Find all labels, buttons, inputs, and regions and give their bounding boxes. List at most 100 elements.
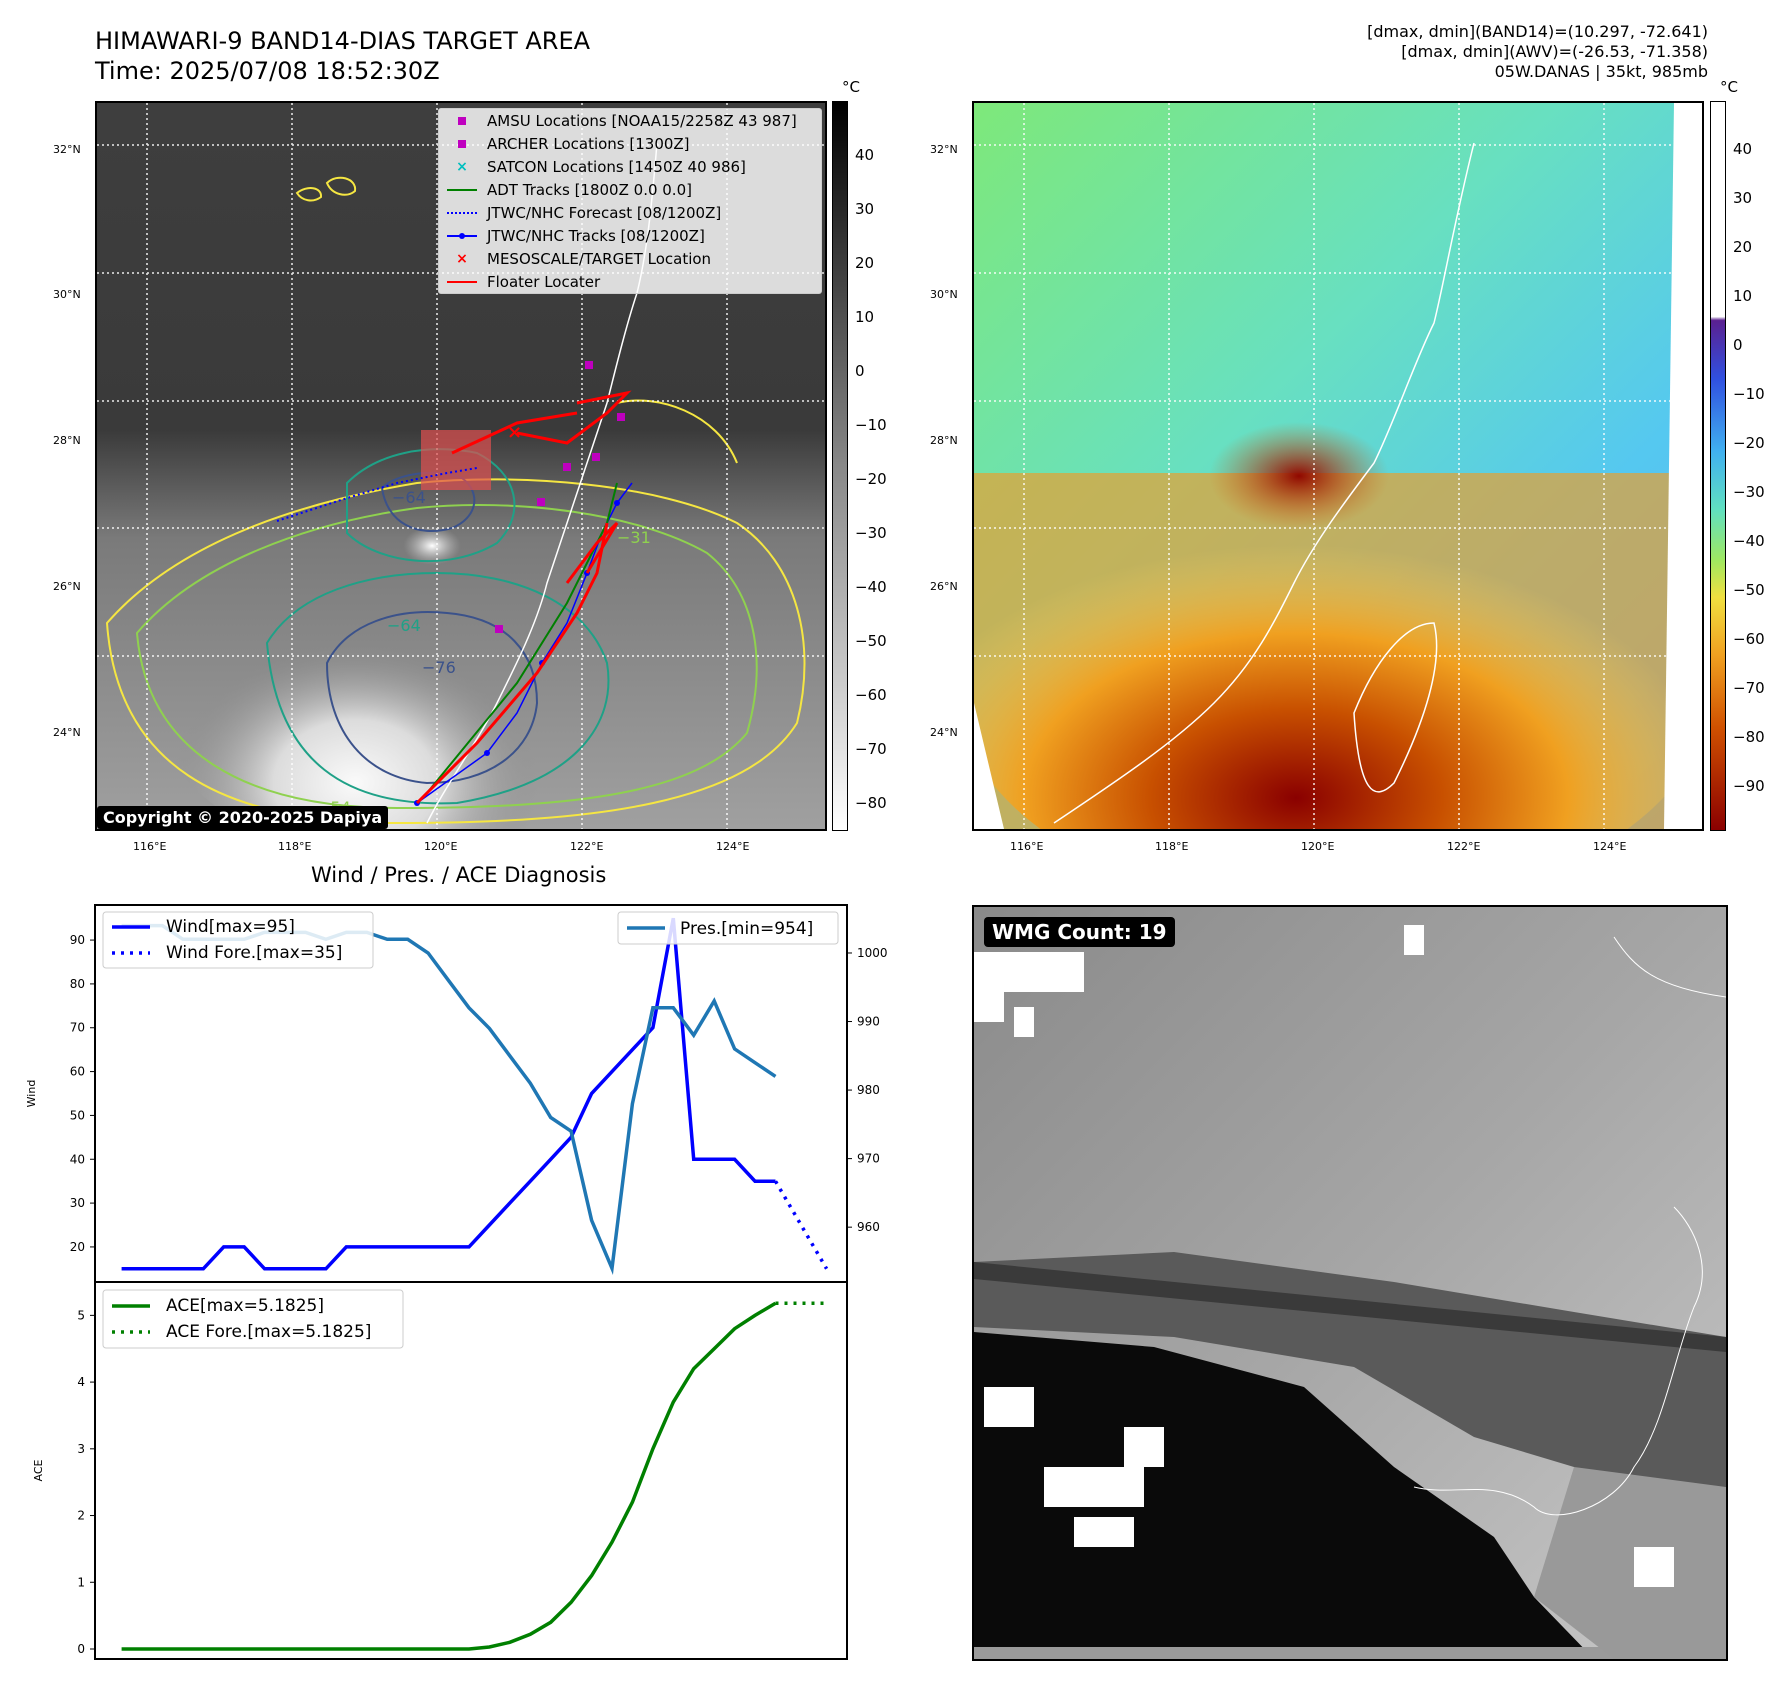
pressure-ytick-label: 970 (857, 1152, 880, 1166)
ace-ytick-label: 0 (77, 1642, 85, 1656)
ace-legend-box (102, 1289, 404, 1349)
wind-ytick-label: 60 (70, 1065, 85, 1079)
contour-label-5: −31 (617, 528, 651, 547)
legend-ace-label: ACE[max=5.1825] (166, 1296, 324, 1316)
copyright-badge: Copyright © 2020-2025 Dapiya (97, 806, 389, 829)
cbar-tick: −80 (855, 794, 887, 812)
cbar-tick: 10 (855, 308, 875, 326)
wind-ytick-label: 50 (70, 1108, 85, 1122)
lat-tick: 26°N (930, 580, 958, 593)
stats-line-1: [dmax, dmin](BAND14)=(10.297, -72.641) (1367, 22, 1708, 41)
legend-ace-forecast-label: ACE Fore.[max=5.1825] (166, 1322, 371, 1342)
contour-label-2: −64 (387, 616, 421, 635)
square-marker-icon (445, 115, 479, 127)
legend-label: JTWC/NHC Forecast [08/1200Z] (487, 203, 722, 222)
legend-item-target: × MESOSCALE/TARGET Location (439, 247, 821, 270)
contour-label-3: −76 (422, 658, 456, 677)
cbar-tick: 10 (1733, 287, 1753, 305)
ir-colorbar (832, 101, 848, 831)
ace-ytick-label: 4 (77, 1375, 85, 1389)
legend-item-floater: Floater Locater (439, 270, 821, 293)
lon-tick: 124°E (1593, 840, 1627, 853)
cbar-tick: −10 (855, 416, 887, 434)
ace-axes-frame (94, 1281, 848, 1660)
cbar-tick: −50 (1733, 581, 1765, 599)
wind-axis-label: Wind (25, 1080, 38, 1108)
lon-tick: 116°E (133, 840, 167, 853)
cbar-tick: 40 (1733, 140, 1753, 158)
line-icon (445, 276, 479, 288)
cbar-tick: −60 (855, 686, 887, 704)
awv-colorbar (1710, 101, 1726, 831)
cbar-tick: −30 (855, 524, 887, 542)
lon-tick: 120°E (424, 840, 458, 853)
contour-label-1: −64 (392, 488, 426, 507)
lat-tick: 32°N (930, 143, 958, 156)
lat-tick: 30°N (930, 288, 958, 301)
cbar-tick: −30 (1733, 483, 1765, 501)
wmg-count-badge: WMG Count: 19 (984, 917, 1175, 947)
legend-label: ARCHER Locations [1300Z] (487, 134, 690, 153)
wind-ytick-label: 70 (70, 1021, 85, 1035)
ace-axis-label: ACE (32, 1459, 45, 1481)
cbar-tick: 20 (1733, 238, 1753, 256)
legend-item-archer: ARCHER Locations [1300Z] (439, 132, 821, 155)
ir-legend: AMSU Locations [NOAA15/2258Z 43 987] ARC… (438, 108, 822, 294)
line-dot-icon (445, 230, 479, 242)
lon-tick: 116°E (1010, 840, 1044, 853)
cbar-tick: 0 (1733, 336, 1743, 354)
legend-wind-forecast-label: Wind Fore.[max=35] (166, 943, 342, 963)
wind-ytick-label: 20 (70, 1240, 85, 1254)
legend-item-tracks: JTWC/NHC Tracks [08/1200Z] (439, 224, 821, 247)
legend-item-satcon: × SATCON Locations [1450Z 40 986] (439, 155, 821, 178)
lat-tick: 28°N (930, 434, 958, 447)
series-line-wind (121, 917, 776, 1271)
ace-ytick-label: 2 (77, 1509, 85, 1523)
legend-item-forecast: JTWC/NHC Forecast [08/1200Z] (439, 201, 821, 224)
legend-label: ADT Tracks [1800Z 0.0 0.0] (487, 180, 692, 199)
cbar-tick: 30 (855, 200, 875, 218)
ir-map-panel: × −64 −64 −76 −54 −31 AMSU Locations [NO… (95, 101, 827, 831)
series-line-wind-forecast (773, 1180, 829, 1270)
pressure-ytick-label: 960 (857, 1220, 880, 1234)
legend-label: JTWC/NHC Tracks [08/1200Z] (487, 226, 705, 245)
wind-legend-box (102, 911, 374, 969)
cbar-tick: −10 (1733, 385, 1765, 403)
awv-map-panel (972, 101, 1704, 831)
x-marker-icon: × (456, 158, 468, 175)
pressure-ytick-label: 990 (857, 1015, 880, 1029)
legend-label: AMSU Locations [NOAA15/2258Z 43 987] (487, 111, 797, 130)
cbar-tick: 30 (1733, 189, 1753, 207)
awv-colorbar-unit: °C (1720, 78, 1738, 96)
ace-ytick-label: 5 (77, 1308, 85, 1322)
lon-tick: 120°E (1301, 840, 1335, 853)
cbar-tick: 20 (855, 254, 875, 272)
wind-ytick-label: 90 (70, 933, 85, 947)
wmg-map-panel: WMG Count: 19 (972, 905, 1728, 1661)
series-line-ace (121, 1301, 777, 1651)
stats-line-2: [dmax, dmin](AWV)=(-26.53, -71.358) (1401, 42, 1708, 61)
stats-line-3: 05W.DANAS | 35kt, 985mb (1494, 62, 1708, 81)
legend-label: SATCON Locations [1450Z 40 986] (487, 157, 746, 176)
square-marker-icon (445, 138, 479, 150)
lat-tick: 24°N (930, 726, 958, 739)
line-icon (445, 184, 479, 196)
legend-label: Floater Locater (487, 272, 601, 291)
wind-ytick-label: 80 (70, 977, 85, 991)
diagnosis-chart: 20304050607080909609709809901000WindPres… (25, 904, 888, 1660)
lat-tick: 30°N (53, 288, 81, 301)
title-line-2: Time: 2025/07/08 18:52:30Z (95, 57, 440, 85)
lat-tick: 24°N (53, 726, 81, 739)
svg-text:×: × (507, 422, 522, 443)
ir-colorbar-unit: °C (842, 78, 860, 96)
cbar-tick: −70 (855, 740, 887, 758)
cbar-tick: −40 (855, 578, 887, 596)
diagnosis-title: Wind / Pres. / ACE Diagnosis (311, 863, 607, 887)
cbar-tick: 40 (855, 146, 875, 164)
pressure-ytick-label: 1000 (857, 946, 888, 960)
ace-ytick-label: 3 (77, 1442, 85, 1456)
lon-tick: 118°E (1155, 840, 1189, 853)
wind-ytick-label: 40 (70, 1152, 85, 1166)
legend-label: MESOSCALE/TARGET Location (487, 249, 712, 268)
legend-pressure-label: Pres.[min=954] (680, 919, 813, 939)
